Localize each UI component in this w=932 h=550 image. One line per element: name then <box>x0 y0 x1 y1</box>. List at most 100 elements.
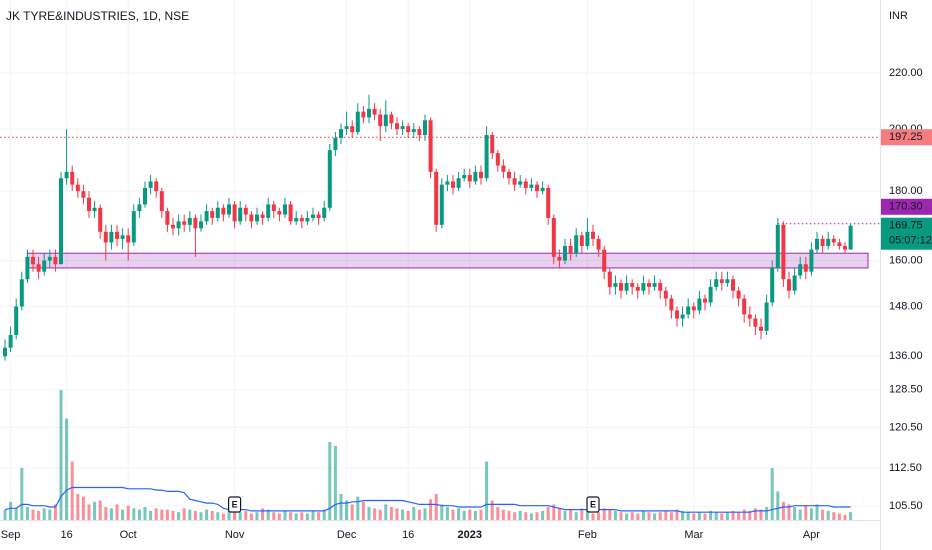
candle-body <box>47 256 52 261</box>
candle-body <box>87 197 91 212</box>
candle-body <box>120 235 125 239</box>
candle-body <box>736 290 741 299</box>
volume-bar <box>272 512 276 520</box>
candle-body <box>764 302 769 331</box>
candle-body <box>355 111 360 133</box>
candle-body <box>439 184 444 225</box>
candle-body <box>3 347 7 357</box>
candle-body <box>467 175 472 182</box>
volume-bar <box>468 509 472 520</box>
candle-body <box>798 264 803 276</box>
candle-body <box>25 256 30 280</box>
volume-bar <box>423 508 427 520</box>
candle-body <box>518 181 523 185</box>
volume-bar <box>367 507 371 520</box>
volume-bar <box>703 513 707 520</box>
candle-body <box>182 221 187 225</box>
volume-bar <box>490 500 494 520</box>
volume-bar <box>109 508 113 520</box>
candle-body <box>501 165 506 172</box>
volume-bar <box>815 504 819 520</box>
candle-body <box>277 211 282 215</box>
volume-bar <box>574 512 578 520</box>
volume-bar <box>580 508 584 520</box>
volume-bar <box>737 512 741 520</box>
volume-bar <box>686 512 690 520</box>
candle-body <box>551 217 556 257</box>
candle-body <box>540 187 545 192</box>
candle-body <box>266 204 271 218</box>
candle-body <box>479 171 483 179</box>
candle-body <box>775 224 780 268</box>
volume-bar <box>283 510 287 520</box>
volume-bar <box>647 512 651 520</box>
volume-bar <box>569 509 573 520</box>
candle-body <box>327 150 332 208</box>
volume-bar <box>216 512 220 520</box>
volume-bar <box>821 509 825 520</box>
volume-bar <box>328 442 332 520</box>
volume-bar <box>742 509 746 520</box>
earnings-label: E <box>232 499 238 509</box>
x-tick-label: Apr <box>803 529 820 541</box>
candle-body <box>238 207 243 222</box>
candle-body <box>294 217 299 222</box>
candle-body <box>742 298 747 315</box>
volume-bar <box>395 508 399 520</box>
candle-body <box>675 310 679 319</box>
earnings-marker <box>586 496 600 513</box>
candle-body <box>372 108 377 115</box>
volume-bar <box>121 509 125 520</box>
volume-bar <box>725 512 729 520</box>
volume-bar <box>585 510 589 520</box>
x-tick-label: Dec <box>337 529 357 541</box>
candle-body <box>691 306 696 311</box>
candle-body <box>619 283 623 291</box>
candle-body <box>546 187 551 218</box>
candle-body <box>641 283 646 291</box>
candle-body <box>484 135 489 179</box>
volume-bar <box>625 513 629 520</box>
volume-bar <box>457 508 461 520</box>
candle-body <box>725 279 730 284</box>
volume-bar <box>126 505 130 520</box>
volume-bar <box>53 504 57 520</box>
candle-body <box>98 207 103 232</box>
candle-body <box>148 181 153 188</box>
volume-bar <box>373 508 377 520</box>
candle-body <box>350 126 355 133</box>
candle-body <box>70 171 75 185</box>
volume-bar <box>714 512 718 520</box>
candle-body <box>462 175 467 179</box>
volume-bar <box>311 510 315 520</box>
volume-bar <box>535 512 539 520</box>
volume-bar <box>171 510 175 520</box>
volume-bar <box>244 510 248 520</box>
candle-body <box>283 204 287 215</box>
candle-body <box>843 245 847 250</box>
volume-bar <box>804 505 808 520</box>
candle-body <box>826 238 831 246</box>
volume-bar <box>154 508 158 520</box>
candle-body <box>815 238 819 250</box>
volume-bar <box>837 513 841 520</box>
volume-bar <box>361 501 365 520</box>
volume-bar <box>513 512 517 520</box>
x-tick-label: Sep <box>1 529 21 541</box>
volume-bar <box>793 507 797 520</box>
candle-body <box>339 129 343 138</box>
currency: INR <box>889 10 908 22</box>
candle-body <box>109 231 114 243</box>
volume-bar <box>602 508 606 520</box>
candle-body <box>165 211 170 225</box>
candle-body <box>411 129 416 133</box>
volume-bar <box>76 494 80 520</box>
volume-bar <box>765 507 769 520</box>
candle-body <box>658 283 663 291</box>
candle-body <box>848 225 853 250</box>
candle-body <box>630 283 635 287</box>
volume-bar <box>177 512 181 520</box>
volume-bar <box>322 509 326 520</box>
x-tick-label: Feb <box>578 529 597 541</box>
